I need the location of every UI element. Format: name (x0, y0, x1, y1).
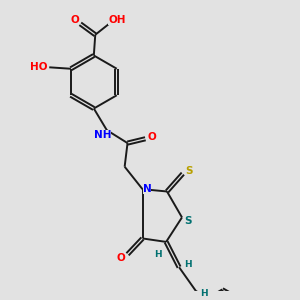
Text: O: O (117, 253, 126, 263)
Text: H: H (200, 289, 208, 298)
Text: S: S (185, 166, 193, 176)
Text: OH: OH (108, 15, 126, 26)
Text: O: O (147, 132, 156, 142)
Text: H: H (154, 250, 162, 260)
Text: S: S (184, 216, 192, 226)
Text: HO: HO (30, 62, 47, 72)
Text: H: H (184, 260, 192, 269)
Text: NH: NH (94, 130, 111, 140)
Text: O: O (71, 15, 80, 26)
Text: N: N (143, 184, 152, 194)
